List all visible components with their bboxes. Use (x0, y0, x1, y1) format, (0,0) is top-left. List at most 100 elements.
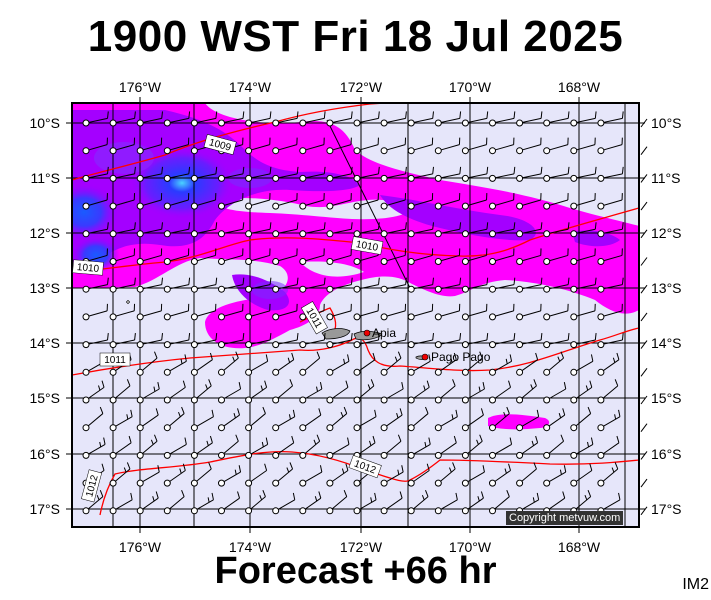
wind-barb (218, 351, 239, 376)
lat-tick-label: 17°S (651, 501, 682, 517)
wind-barb (136, 277, 163, 293)
wind-barb (434, 137, 461, 155)
wind-barb (597, 409, 621, 432)
wind-barb (461, 303, 488, 321)
wind-barb (218, 248, 244, 265)
wind-barb (597, 166, 624, 182)
edge-barb-tick (640, 174, 648, 183)
isobar-label: 1010 (76, 262, 100, 275)
wind-barb (109, 222, 136, 238)
wind-barb (407, 137, 434, 155)
wind-barb (299, 434, 321, 459)
lat-tick-label: 16°S (651, 446, 682, 462)
wind-barb (597, 248, 623, 265)
wind-barb (543, 351, 565, 376)
wind-barb (326, 380, 349, 404)
wind-barb (597, 462, 619, 487)
wind-barb (136, 351, 158, 376)
wind-barb (190, 248, 217, 265)
lat-tick-label: 14°S (29, 335, 60, 351)
wind-barb (353, 409, 377, 432)
forecast-label: Forecast +66 hr (214, 550, 497, 592)
wind-barb (543, 277, 570, 293)
wind-barb (218, 111, 245, 127)
wind-barb (163, 222, 191, 238)
wind-barb (272, 303, 298, 321)
wind-barb (326, 406, 348, 432)
wind-barb (353, 137, 379, 155)
wind-barb (353, 492, 377, 515)
wind-barb (190, 492, 214, 515)
wind-barb (272, 352, 295, 376)
wind-barb (272, 222, 299, 238)
wind-barb (489, 303, 515, 321)
lon-tick-label: 172°W (340, 79, 383, 95)
wind-barb (218, 408, 241, 432)
wind-barb (516, 137, 542, 155)
place-label-apia: Apia (372, 326, 396, 340)
wind-barb (218, 382, 242, 404)
wind-barb (245, 437, 269, 459)
edge-barb-tick (640, 423, 648, 433)
wind-barb (82, 406, 104, 432)
place-markers: Apia Pago Pago (363, 326, 491, 364)
wind-barb (326, 222, 353, 238)
wind-barb (461, 248, 488, 265)
wind-barb (543, 166, 570, 182)
wind-barb (163, 303, 190, 321)
wind-barb (543, 333, 570, 349)
wind-barb (353, 333, 380, 349)
wind-barb (190, 303, 217, 321)
wind-barb (570, 463, 593, 487)
wind-barb (434, 352, 457, 376)
lon-axis-top: 176°W 174°W 172°W 170°W 168°W (119, 79, 601, 95)
wind-barb (489, 333, 516, 349)
wind-barb (299, 193, 325, 210)
wind-barb (407, 333, 434, 349)
wind-barb (489, 222, 516, 238)
savaii-island (321, 328, 351, 340)
lat-tick-label: 10°S (29, 115, 60, 131)
pago-pago-marker (421, 353, 429, 361)
wind-barb (489, 277, 516, 293)
wind-barb (82, 111, 109, 127)
wind-barb (597, 193, 623, 210)
lat-tick-label: 15°S (651, 390, 682, 406)
wind-barb (353, 111, 380, 127)
wind-barb (272, 409, 296, 432)
wind-barb (407, 489, 429, 515)
wind-barb (190, 333, 218, 349)
wind-barb (245, 248, 271, 265)
wind-barb (407, 303, 434, 321)
wind-barb (245, 303, 271, 321)
wind-barb (597, 137, 623, 155)
wind-barb (326, 489, 348, 515)
wind-barb (326, 111, 353, 127)
wind-barb (516, 248, 542, 265)
lat-tick-label: 13°S (29, 280, 60, 296)
wind-barb (272, 435, 295, 459)
wind-barb (299, 111, 326, 127)
lat-tick-label: 12°S (29, 225, 60, 241)
wind-barb (245, 463, 268, 487)
wind-barb (272, 111, 299, 127)
wind-barb (407, 222, 434, 238)
edge-barb-tick (640, 451, 648, 460)
edge-barbs (640, 118, 648, 516)
wind-barb (461, 222, 489, 238)
wind-barb (272, 333, 299, 349)
wind-barb (299, 277, 326, 293)
wind-barb (272, 277, 299, 293)
wind-barb (597, 222, 624, 238)
lat-tick-label: 14°S (651, 335, 682, 351)
wind-barb (570, 277, 597, 293)
wind-barb (82, 222, 109, 238)
wind-barb (407, 463, 430, 487)
wind-barb (516, 435, 539, 459)
map-frame (71, 102, 640, 528)
lat-tick-label: 11°S (651, 170, 680, 186)
wind-barb (489, 380, 512, 404)
wind-barb (136, 193, 163, 210)
lon-tick-label: 168°W (558, 79, 601, 95)
